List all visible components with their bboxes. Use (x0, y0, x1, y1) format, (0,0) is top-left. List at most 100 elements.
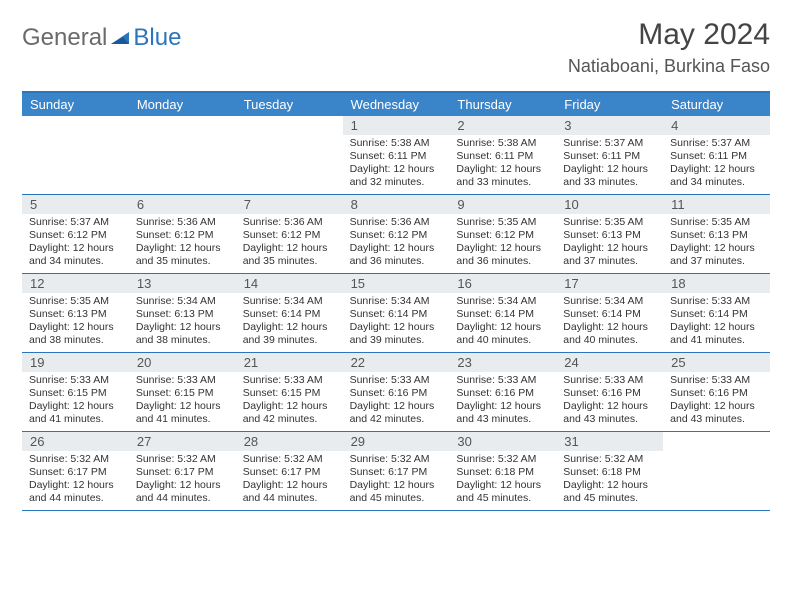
sunset-line: Sunset: 6:16 PM (456, 387, 552, 400)
sunrise-line: Sunrise: 5:33 AM (670, 295, 766, 308)
day-number: 15 (343, 274, 450, 293)
daylight-line: Daylight: 12 hours and 38 minutes. (136, 321, 232, 347)
daylight-line: Daylight: 12 hours and 41 minutes. (29, 400, 125, 426)
logo-word1: General (22, 24, 107, 52)
day-details: Sunrise: 5:32 AMSunset: 6:18 PMDaylight:… (556, 451, 663, 510)
sunrise-line: Sunrise: 5:38 AM (456, 137, 552, 150)
day-number: 18 (663, 274, 770, 293)
sunrise-line: Sunrise: 5:37 AM (29, 216, 125, 229)
daylight-line: Daylight: 12 hours and 33 minutes. (456, 163, 552, 189)
calendar-cell: 13Sunrise: 5:34 AMSunset: 6:13 PMDayligh… (129, 274, 236, 352)
daylight-line: Daylight: 12 hours and 34 minutes. (29, 242, 125, 268)
daylight-line: Daylight: 12 hours and 36 minutes. (456, 242, 552, 268)
calendar-cell: 25Sunrise: 5:33 AMSunset: 6:16 PMDayligh… (663, 353, 770, 431)
day-details: Sunrise: 5:33 AMSunset: 6:15 PMDaylight:… (236, 372, 343, 431)
calendar: SundayMondayTuesdayWednesdayThursdayFrid… (22, 91, 770, 511)
sail-icon (109, 29, 131, 47)
weekday-row: SundayMondayTuesdayWednesdayThursdayFrid… (22, 93, 770, 116)
daylight-line: Daylight: 12 hours and 45 minutes. (563, 479, 659, 505)
day-details: Sunrise: 5:37 AMSunset: 6:11 PMDaylight:… (556, 135, 663, 194)
sunset-line: Sunset: 6:14 PM (563, 308, 659, 321)
calendar-cell: 24Sunrise: 5:33 AMSunset: 6:16 PMDayligh… (556, 353, 663, 431)
weekday-header: Sunday (22, 93, 129, 116)
sunrise-line: Sunrise: 5:35 AM (456, 216, 552, 229)
day-details: Sunrise: 5:33 AMSunset: 6:15 PMDaylight:… (22, 372, 129, 431)
day-details: Sunrise: 5:35 AMSunset: 6:13 PMDaylight:… (556, 214, 663, 273)
calendar-cell: 21Sunrise: 5:33 AMSunset: 6:15 PMDayligh… (236, 353, 343, 431)
day-number: 24 (556, 353, 663, 372)
day-details: Sunrise: 5:33 AMSunset: 6:16 PMDaylight:… (343, 372, 450, 431)
day-number: 4 (663, 116, 770, 135)
title-block: May 2024 Natiaboani, Burkina Faso (568, 18, 770, 77)
calendar-cell: 6Sunrise: 5:36 AMSunset: 6:12 PMDaylight… (129, 195, 236, 273)
sunrise-line: Sunrise: 5:33 AM (456, 374, 552, 387)
day-details: Sunrise: 5:32 AMSunset: 6:17 PMDaylight:… (343, 451, 450, 510)
calendar-cell: 20Sunrise: 5:33 AMSunset: 6:15 PMDayligh… (129, 353, 236, 431)
sunrise-line: Sunrise: 5:35 AM (563, 216, 659, 229)
week-row: 5Sunrise: 5:37 AMSunset: 6:12 PMDaylight… (22, 195, 770, 274)
sunrise-line: Sunrise: 5:33 AM (243, 374, 339, 387)
day-number: 23 (449, 353, 556, 372)
day-details: Sunrise: 5:38 AMSunset: 6:11 PMDaylight:… (343, 135, 450, 194)
day-number: 3 (556, 116, 663, 135)
day-details: Sunrise: 5:32 AMSunset: 6:17 PMDaylight:… (129, 451, 236, 510)
weekday-header: Saturday (663, 93, 770, 116)
daylight-line: Daylight: 12 hours and 35 minutes. (243, 242, 339, 268)
sunrise-line: Sunrise: 5:33 AM (29, 374, 125, 387)
calendar-cell: 8Sunrise: 5:36 AMSunset: 6:12 PMDaylight… (343, 195, 450, 273)
daylight-line: Daylight: 12 hours and 34 minutes. (670, 163, 766, 189)
day-number: 28 (236, 432, 343, 451)
day-number: 8 (343, 195, 450, 214)
sunset-line: Sunset: 6:12 PM (243, 229, 339, 242)
sunrise-line: Sunrise: 5:36 AM (136, 216, 232, 229)
sunrise-line: Sunrise: 5:33 AM (136, 374, 232, 387)
sunset-line: Sunset: 6:14 PM (456, 308, 552, 321)
sunrise-line: Sunrise: 5:33 AM (563, 374, 659, 387)
daylight-line: Daylight: 12 hours and 41 minutes. (670, 321, 766, 347)
calendar-cell: 3Sunrise: 5:37 AMSunset: 6:11 PMDaylight… (556, 116, 663, 194)
sunset-line: Sunset: 6:13 PM (563, 229, 659, 242)
day-number: 31 (556, 432, 663, 451)
daylight-line: Daylight: 12 hours and 45 minutes. (456, 479, 552, 505)
daylight-line: Daylight: 12 hours and 36 minutes. (350, 242, 446, 268)
sunset-line: Sunset: 6:11 PM (456, 150, 552, 163)
week-row: 12Sunrise: 5:35 AMSunset: 6:13 PMDayligh… (22, 274, 770, 353)
sunrise-line: Sunrise: 5:36 AM (350, 216, 446, 229)
day-number: 21 (236, 353, 343, 372)
day-details: Sunrise: 5:33 AMSunset: 6:16 PMDaylight:… (663, 372, 770, 431)
day-details: Sunrise: 5:36 AMSunset: 6:12 PMDaylight:… (343, 214, 450, 273)
sunset-line: Sunset: 6:13 PM (670, 229, 766, 242)
sunrise-line: Sunrise: 5:37 AM (563, 137, 659, 150)
calendar-cell: 1Sunrise: 5:38 AMSunset: 6:11 PMDaylight… (343, 116, 450, 194)
sunset-line: Sunset: 6:14 PM (243, 308, 339, 321)
daylight-line: Daylight: 12 hours and 39 minutes. (350, 321, 446, 347)
daylight-line: Daylight: 12 hours and 41 minutes. (136, 400, 232, 426)
sunrise-line: Sunrise: 5:38 AM (350, 137, 446, 150)
calendar-cell: 31Sunrise: 5:32 AMSunset: 6:18 PMDayligh… (556, 432, 663, 510)
week-row: 19Sunrise: 5:33 AMSunset: 6:15 PMDayligh… (22, 353, 770, 432)
day-number: 17 (556, 274, 663, 293)
location: Natiaboani, Burkina Faso (568, 56, 770, 77)
day-number: 9 (449, 195, 556, 214)
day-number: 1 (343, 116, 450, 135)
calendar-cell: 12Sunrise: 5:35 AMSunset: 6:13 PMDayligh… (22, 274, 129, 352)
sunset-line: Sunset: 6:18 PM (456, 466, 552, 479)
calendar-cell: 14Sunrise: 5:34 AMSunset: 6:14 PMDayligh… (236, 274, 343, 352)
sunset-line: Sunset: 6:15 PM (243, 387, 339, 400)
sunrise-line: Sunrise: 5:36 AM (243, 216, 339, 229)
sunset-line: Sunset: 6:12 PM (29, 229, 125, 242)
daylight-line: Daylight: 12 hours and 43 minutes. (563, 400, 659, 426)
sunrise-line: Sunrise: 5:32 AM (563, 453, 659, 466)
calendar-cell: 23Sunrise: 5:33 AMSunset: 6:16 PMDayligh… (449, 353, 556, 431)
weekday-header: Thursday (449, 93, 556, 116)
sunrise-line: Sunrise: 5:32 AM (29, 453, 125, 466)
day-details: Sunrise: 5:33 AMSunset: 6:16 PMDaylight:… (449, 372, 556, 431)
daylight-line: Daylight: 12 hours and 42 minutes. (243, 400, 339, 426)
day-number: 16 (449, 274, 556, 293)
calendar-cell: 27Sunrise: 5:32 AMSunset: 6:17 PMDayligh… (129, 432, 236, 510)
weekday-header: Friday (556, 93, 663, 116)
calendar-cell: 17Sunrise: 5:34 AMSunset: 6:14 PMDayligh… (556, 274, 663, 352)
sunset-line: Sunset: 6:17 PM (136, 466, 232, 479)
daylight-line: Daylight: 12 hours and 37 minutes. (563, 242, 659, 268)
day-number: 27 (129, 432, 236, 451)
